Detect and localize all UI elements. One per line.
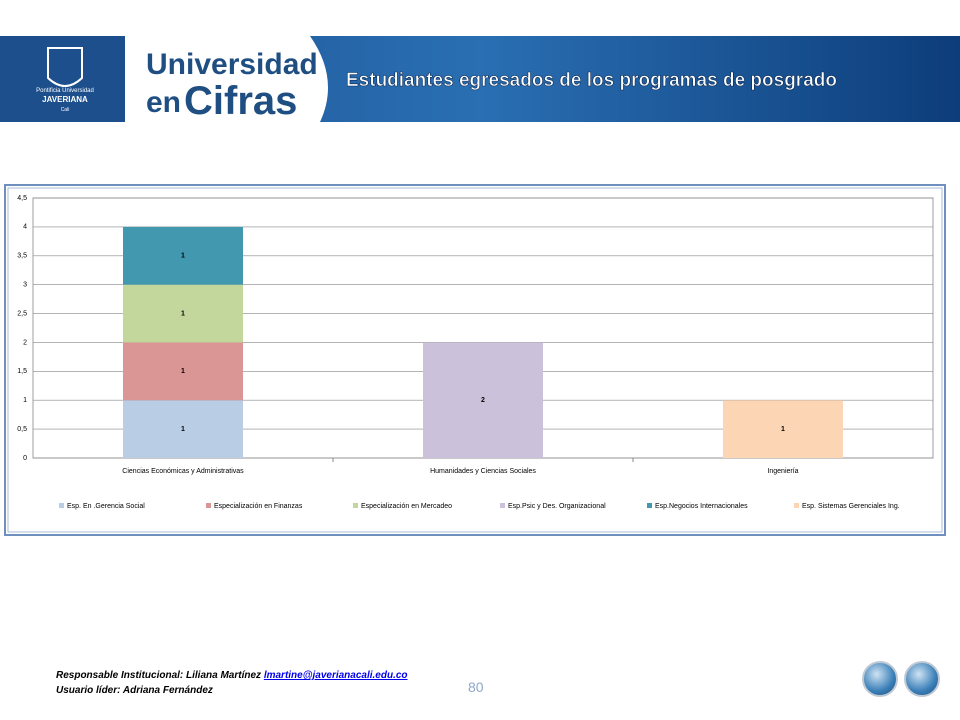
x-tick-label: Humanidades y Ciencias Sociales bbox=[430, 468, 536, 475]
bar-segment bbox=[123, 284, 243, 343]
data-label: 1 bbox=[781, 426, 785, 433]
legend-swatch bbox=[59, 503, 64, 508]
footer-responsible: Responsable Institucional: Liliana Martí… bbox=[56, 670, 408, 681]
y-tick-label: 0,5 bbox=[17, 426, 27, 433]
data-label: 1 bbox=[181, 310, 185, 317]
legend-label: Esp.Psic y Des. Organizacional bbox=[508, 503, 606, 510]
y-tick-label: 3,5 bbox=[17, 253, 27, 260]
brand-text: Universidad bbox=[146, 48, 318, 81]
bar-segment bbox=[123, 400, 243, 458]
bar-segment bbox=[423, 342, 543, 458]
bar-segment bbox=[123, 226, 243, 285]
back-button[interactable] bbox=[862, 661, 898, 697]
data-label: 1 bbox=[181, 253, 185, 260]
email-link[interactable]: lmartine@javerianacali.edu.co bbox=[263, 670, 408, 681]
legend-swatch bbox=[353, 503, 358, 508]
data-label: 1 bbox=[181, 426, 185, 433]
logo-panel bbox=[0, 36, 125, 122]
brand-text: en bbox=[146, 86, 181, 119]
logo-text: Cali bbox=[61, 107, 70, 113]
legend-label: Esp. En .Gerencia Social bbox=[67, 503, 145, 510]
y-tick-label: 0 bbox=[23, 455, 27, 462]
y-tick-label: 1 bbox=[23, 397, 27, 404]
y-tick-label: 1,5 bbox=[17, 368, 27, 375]
bar-segment bbox=[723, 400, 843, 458]
legend-label: Especialización en Finanzas bbox=[214, 503, 303, 510]
y-tick-label: 4,5 bbox=[17, 195, 27, 202]
legend-swatch bbox=[500, 503, 505, 508]
x-tick-label: Ingeniería bbox=[767, 468, 798, 475]
legend-label: Especialización en Mercadeo bbox=[361, 503, 452, 510]
legend-swatch bbox=[206, 503, 211, 508]
responsible-text: Responsable Institucional: Liliana Martí… bbox=[56, 670, 262, 681]
logo-text: Pontificia Universidad bbox=[36, 88, 94, 94]
y-tick-label: 3 bbox=[23, 282, 27, 289]
logo-text: JAVERIANA bbox=[42, 95, 88, 104]
data-label: 2 bbox=[481, 397, 485, 404]
footer-leader: Usuario líder: Adriana Fernández bbox=[56, 685, 213, 696]
bar-segment bbox=[123, 342, 243, 401]
legend-label: Esp.Negocios Internacionales bbox=[655, 503, 748, 510]
page-number: 80 bbox=[468, 679, 484, 695]
legend-swatch bbox=[794, 503, 799, 508]
y-tick-label: 2,5 bbox=[17, 310, 27, 317]
data-label: 1 bbox=[181, 368, 185, 375]
home-button[interactable] bbox=[904, 661, 940, 697]
y-tick-label: 4 bbox=[23, 224, 27, 231]
chart: 0 0,5 1 1,5 2 2,5 3 3,5 4 4,5 Ciencias Económicas … bbox=[4, 184, 946, 536]
y-tick-label: 2 bbox=[23, 339, 27, 346]
brand-text: Cifras bbox=[184, 79, 297, 122]
header-banner: Pontificia Universidad JAVERIANA Cali Un… bbox=[0, 36, 960, 122]
legend-label: Esp. Sistemas Gerenciales Ing. bbox=[802, 503, 900, 510]
logo-shield bbox=[47, 47, 83, 87]
x-tick-label: Ciencias Económicas y Administrativas bbox=[122, 468, 244, 475]
legend-swatch bbox=[647, 503, 652, 508]
slide-title: Estudiantes egresados de los programas d… bbox=[346, 70, 837, 91]
chart-frame-inner bbox=[7, 187, 943, 533]
